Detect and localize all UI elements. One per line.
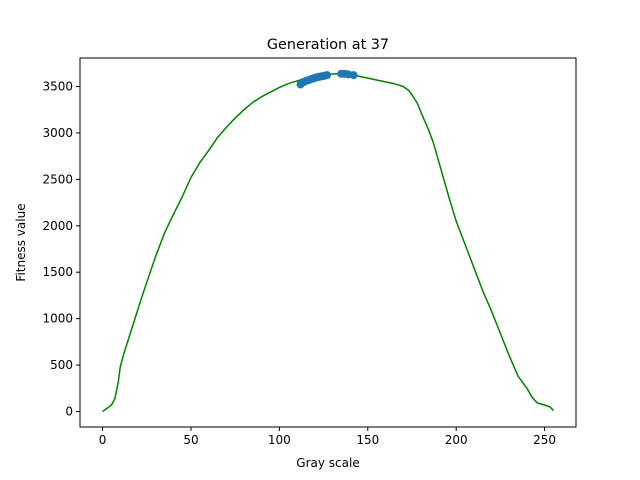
- x-axis-ticks: 0 50 100 150 200 250: [99, 427, 556, 447]
- population-point: [323, 71, 332, 80]
- y-tick-label: 3500: [42, 80, 73, 94]
- plot-area: [79, 57, 577, 428]
- x-tick-label: 200: [445, 433, 468, 447]
- fitness-curve-line: [102, 72, 554, 413]
- x-tick-label: 150: [356, 433, 379, 447]
- y-tick-label: 1500: [42, 265, 73, 279]
- y-tick-label: 1000: [42, 312, 73, 326]
- series-layer: [102, 69, 554, 413]
- y-tick-label: 0: [65, 404, 73, 418]
- x-tick-label: 250: [533, 433, 556, 447]
- x-tick-label: 100: [268, 433, 291, 447]
- y-axis-label: Fitness value: [14, 203, 28, 281]
- y-tick-label: 3000: [42, 126, 73, 140]
- chart-title: Generation at 37: [267, 37, 389, 53]
- x-axis-label: Gray scale: [296, 456, 359, 470]
- population-point: [349, 71, 358, 80]
- axes-frame: [79, 57, 577, 428]
- x-tick-label: 50: [183, 433, 198, 447]
- y-tick-label: 2500: [42, 172, 73, 186]
- x-tick-label: 0: [99, 433, 107, 447]
- y-tick-label: 500: [50, 358, 73, 372]
- y-axis-ticks: 0 500 1000 1500 2000 2500 3000 3500: [42, 80, 80, 418]
- y-tick-label: 2000: [42, 219, 73, 233]
